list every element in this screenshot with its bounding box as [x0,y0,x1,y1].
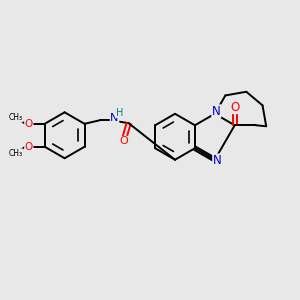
Text: O: O [119,136,128,146]
Text: N: N [212,105,221,118]
Text: N: N [213,154,221,167]
Text: O: O [25,119,33,129]
Text: O: O [25,142,33,152]
Text: CH₃: CH₃ [9,113,23,122]
Text: H: H [116,108,123,118]
Text: N: N [110,113,119,124]
Text: CH₃: CH₃ [9,149,23,158]
Text: O: O [230,100,239,113]
